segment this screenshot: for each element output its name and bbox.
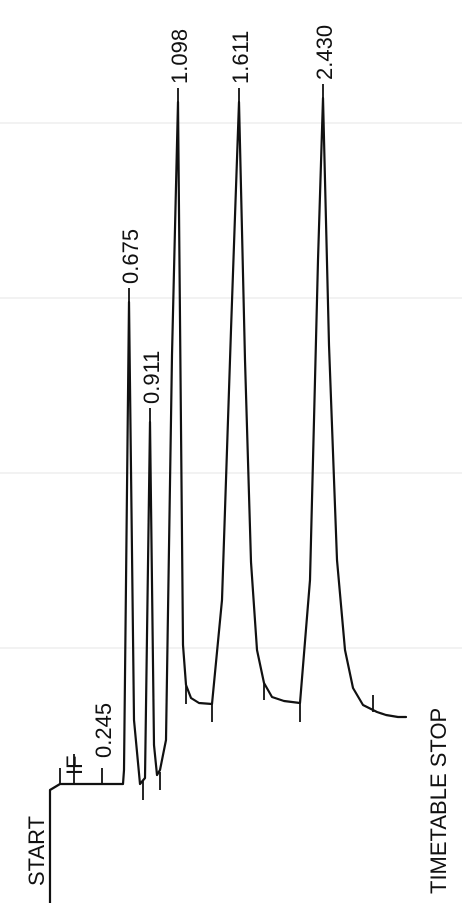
peak-label-1.098: 1.098 <box>167 29 192 84</box>
labels: START IF 0.245 0.675 0.911 1.098 1.611 2… <box>24 25 451 894</box>
start-label: START <box>24 816 49 886</box>
peak-ticks <box>59 84 374 800</box>
stop-label: TIMETABLE STOP <box>426 708 451 894</box>
peak-label-2.430: 2.430 <box>312 25 337 80</box>
event-label: IF <box>62 755 87 775</box>
peak-label-0.911: 0.911 <box>139 351 164 404</box>
peak-label-0.245: 0.245 <box>91 703 116 758</box>
peak-label-1.611: 1.611 <box>228 31 253 84</box>
gridlines <box>0 122 462 649</box>
chromatogram-trace <box>48 96 408 903</box>
peak-label-0.675: 0.675 <box>118 229 143 284</box>
